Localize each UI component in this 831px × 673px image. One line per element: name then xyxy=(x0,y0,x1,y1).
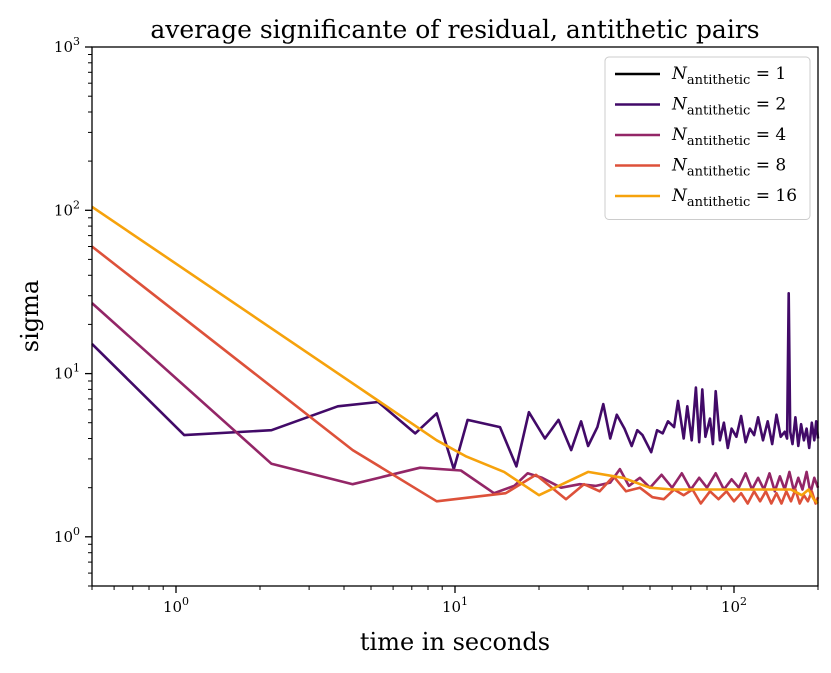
x-axis-label: time in seconds xyxy=(360,628,550,656)
y-tick-label: 103 xyxy=(54,35,80,56)
chart-title: average significante of residual, antith… xyxy=(150,15,759,44)
legend-label: Nantithetic = 16 xyxy=(671,186,797,210)
x-axis-ticks: 100 101 102 xyxy=(91,586,819,616)
series-line-3 xyxy=(91,302,820,495)
plot-lines xyxy=(91,205,820,505)
x-tick-label: 102 xyxy=(721,595,747,616)
y-tick-label: 102 xyxy=(54,198,80,219)
legend: Nantithetic = 1 Nantithetic = 2 Nantitheti… xyxy=(604,56,811,220)
y-axis-label: sigma xyxy=(16,280,44,352)
legend-label: Nantithetic = 1 xyxy=(671,64,786,88)
legend-box xyxy=(604,56,811,220)
y-axis-ticks: 100 101 102 103 xyxy=(54,35,92,587)
y-tick-label: 100 xyxy=(54,525,80,546)
series-line-2 xyxy=(91,292,820,471)
y-tick-label: 101 xyxy=(54,362,80,383)
x-tick-label: 100 xyxy=(163,595,189,616)
series-line-5 xyxy=(91,205,819,505)
x-tick-label: 101 xyxy=(442,595,468,616)
legend-label: Nantithetic = 8 xyxy=(671,156,786,180)
legend-label: Nantithetic = 2 xyxy=(671,95,786,119)
legend-label: Nantithetic = 4 xyxy=(671,125,786,149)
